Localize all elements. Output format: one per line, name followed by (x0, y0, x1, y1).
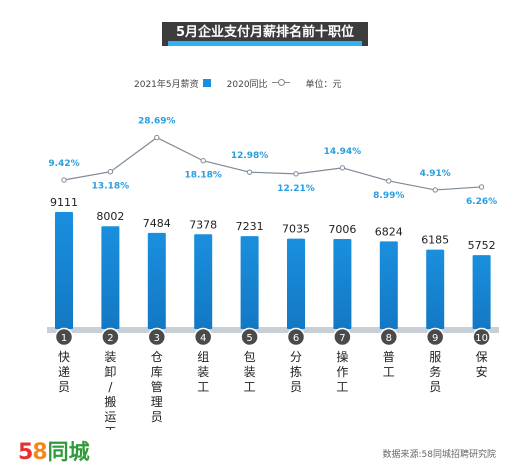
yoy-point (432, 187, 438, 193)
yoy-point (154, 134, 160, 141)
yoy-percent-label: 6.26% (466, 197, 497, 207)
yoy-percent-label: 14.94% (324, 147, 362, 157)
yoy-percent-label: 9.42% (48, 159, 79, 169)
category-label: 包装工 (244, 350, 256, 394)
bar-value-label: 8002 (96, 210, 124, 223)
rank-circle (54, 327, 74, 347)
category-label: 仓库管理员 (151, 350, 163, 424)
legend-swatch-salary (202, 79, 211, 87)
legend-item-salary: 2021年5月薪资 (134, 77, 211, 90)
yoy-percent-label: 12.98% (231, 151, 269, 161)
rank-circle (101, 327, 120, 347)
rank-number: 2 (107, 333, 113, 344)
yoy-point (61, 177, 67, 183)
legend-label-salary: 2021年5月薪资 (134, 79, 199, 90)
logo-number: 58 (18, 440, 48, 465)
yoy-percent-label: 13.18% (92, 182, 130, 192)
category-label: 普工 (383, 350, 395, 379)
legend-line-marker (271, 79, 290, 87)
bar-value-label: 5752 (468, 239, 496, 252)
rank-number: 4 (200, 333, 206, 344)
category-label: 组装工 (197, 350, 209, 394)
rank-number: 7 (339, 333, 345, 344)
data-source: 数据来源:58同城招聘研究院 (382, 450, 497, 460)
yoy-point (293, 171, 299, 177)
bar-value-label: 9111 (50, 196, 78, 209)
rank-circle (472, 327, 491, 347)
bar-value-label: 6185 (421, 234, 449, 247)
bar (101, 226, 120, 329)
legend-label-yoy: 2020同比 (226, 79, 268, 90)
category-label: 分拣员 (290, 350, 302, 394)
bar-value-label: 7035 (282, 223, 310, 236)
rank-circle (147, 327, 167, 347)
yoy-point (478, 184, 485, 190)
legend-unit: 单位：元 (306, 77, 342, 90)
rank-number: 10 (475, 333, 488, 344)
chart-title: 5月企业支付月薪排名前十职位 (175, 25, 355, 40)
yoy-point (386, 178, 392, 184)
rank-number: 8 (386, 333, 392, 344)
bar-value-label: 7378 (189, 218, 217, 231)
bar (472, 255, 491, 329)
bar (55, 212, 73, 329)
logo-digit-8: 8 (32, 440, 47, 465)
category-label: 装卸/搬运工 (104, 350, 116, 430)
category-label: 操作工 (336, 349, 348, 394)
yoy-line (63, 136, 482, 191)
chart-title-bar: 5月企业支付月薪排名前十职位 (162, 22, 368, 46)
rank-circle (286, 327, 306, 347)
yoy-percent-label: 28.69% (138, 117, 176, 127)
bar-value-label: 6824 (375, 225, 403, 238)
legend-unit-label: 单位：元 (305, 79, 342, 90)
yoy-percent-label: 8.99% (373, 191, 404, 201)
yoy-percent-label: 12.21% (277, 184, 315, 194)
bar-value-label: 7484 (143, 217, 171, 230)
baseline-band (47, 327, 499, 333)
logo-text: 同城 (47, 440, 90, 464)
rank-number: 6 (293, 333, 299, 344)
rank-circle (425, 327, 445, 347)
bar (240, 236, 259, 329)
bar (426, 249, 445, 329)
bar (333, 239, 352, 329)
bar (147, 232, 166, 329)
bar-value-label: 7231 (236, 220, 264, 233)
yoy-point (200, 158, 206, 164)
yoy-point (246, 169, 253, 175)
yoy-point (107, 169, 114, 175)
rank-number: 3 (154, 333, 160, 344)
rank-number: 5 (246, 333, 252, 344)
bar (194, 234, 213, 329)
rank-number: 1 (61, 333, 67, 344)
yoy-percent-label: 4.91% (420, 169, 451, 179)
rank-circle (379, 327, 399, 347)
logo-digit-5: 5 (18, 440, 33, 465)
legend-item-yoy: 2020同比 (227, 77, 290, 90)
logo-58tongcheng: 58 同城 (18, 436, 90, 466)
category-label: 保安 (476, 350, 488, 379)
rank-circle (240, 327, 259, 347)
legend: 2021年5月薪资 2020同比 单位：元 (134, 76, 358, 90)
rank-number: 9 (432, 333, 438, 344)
yoy-point (339, 165, 346, 171)
bar (379, 241, 398, 329)
rank-circle (193, 327, 213, 347)
category-label: 快递员 (58, 350, 70, 394)
bar (287, 238, 305, 329)
bar-value-label: 7006 (328, 223, 356, 236)
category-label: 服务员 (429, 350, 441, 394)
yoy-percent-label: 18.18% (184, 171, 222, 181)
rank-circle (333, 327, 352, 347)
